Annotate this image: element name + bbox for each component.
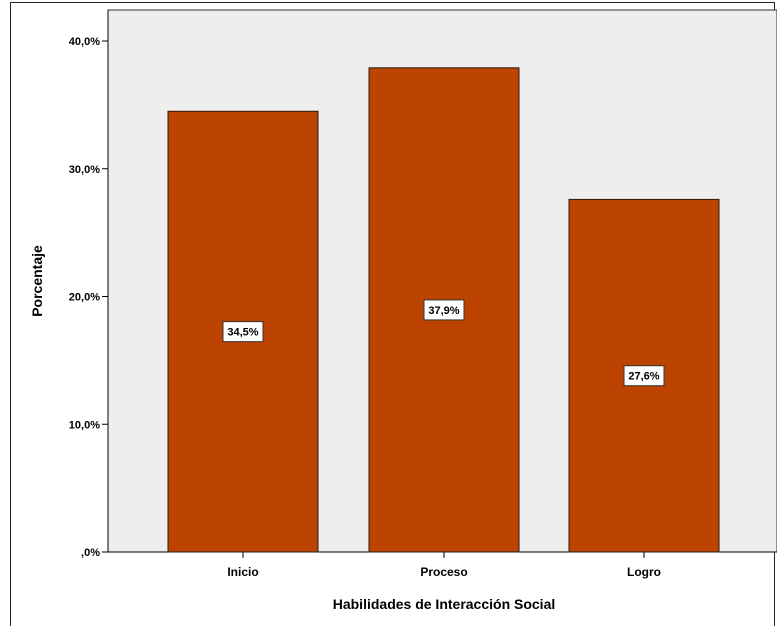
y-tick-label: 30,0% xyxy=(69,164,100,176)
data-label-box xyxy=(623,365,665,387)
x-tick-label: Logro xyxy=(627,565,661,579)
bars-group: 34,5% 37,9% 27,6% xyxy=(167,67,720,553)
data-label: 34,5% xyxy=(227,327,258,339)
data-label: 37,9% xyxy=(428,305,459,317)
data-label-box xyxy=(423,299,465,321)
y-tick-label: 20,0% xyxy=(69,292,100,304)
data-label-box xyxy=(222,321,264,343)
x-tick-label: Proceso xyxy=(420,565,467,579)
y-tick-label: ,0% xyxy=(81,547,100,559)
x-axis: Inicio Proceso Logro xyxy=(108,551,777,579)
y-tick-label: 10,0% xyxy=(69,419,100,431)
y-axis: ,0% 10,0% 20,0% 30,0% 40,0% xyxy=(69,10,109,559)
y-tick-label: 40,0% xyxy=(69,36,100,48)
data-label: 27,6% xyxy=(628,371,659,383)
x-axis-title: Habilidades de Interacción Social xyxy=(333,596,556,612)
x-tick-label: Inicio xyxy=(227,565,258,579)
y-axis-title: Porcentaje xyxy=(29,245,45,317)
